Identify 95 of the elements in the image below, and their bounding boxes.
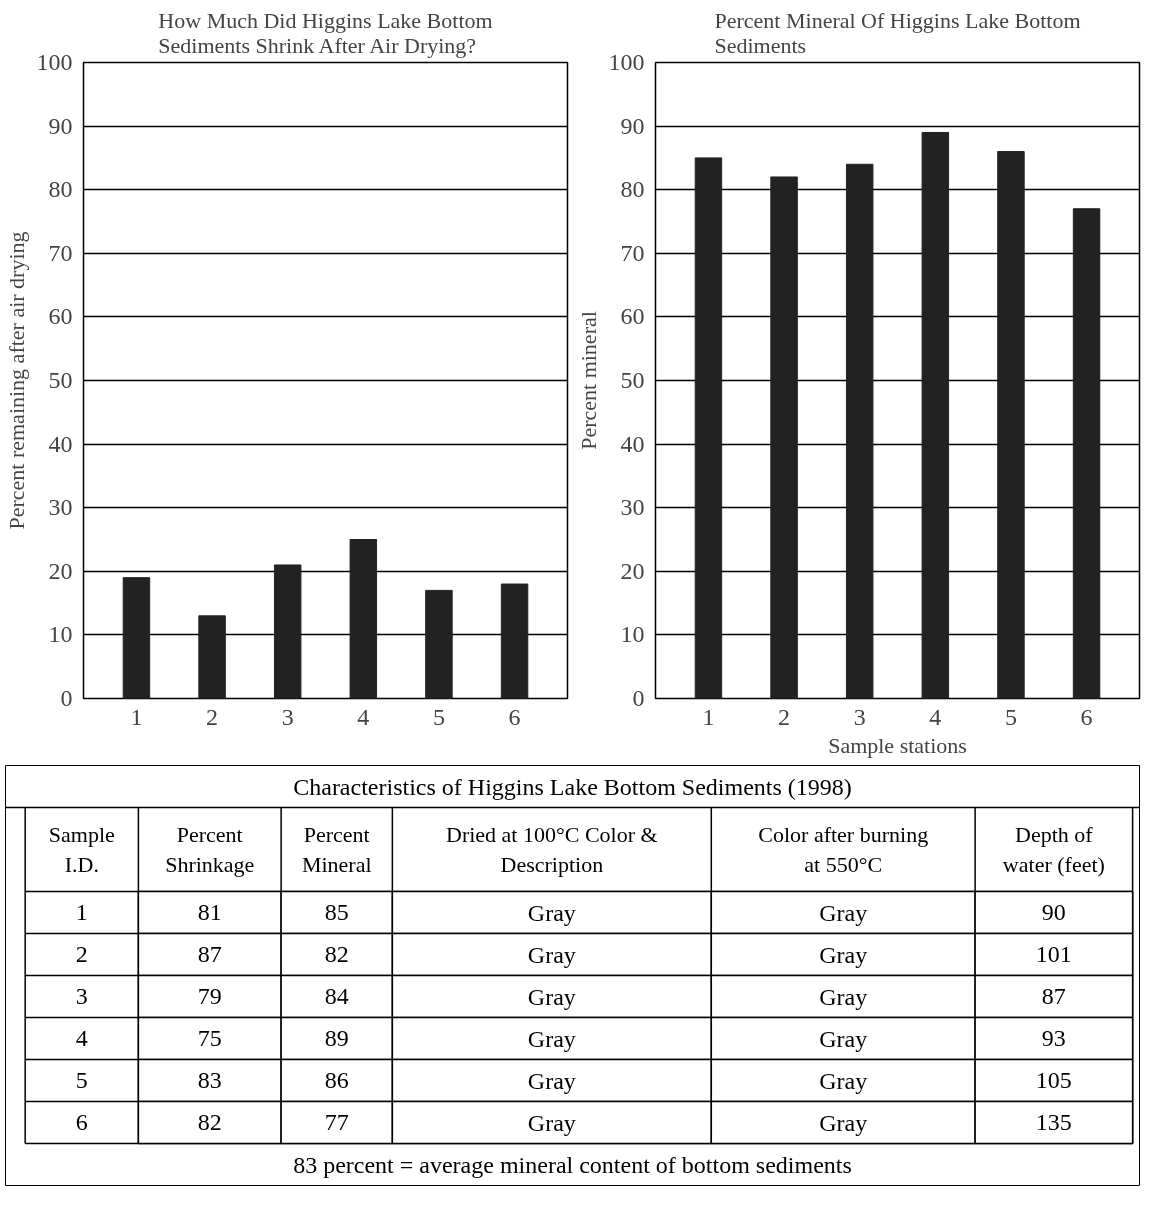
y-tick-label: 90 (620, 112, 645, 139)
y-tick-label: 80 (48, 176, 73, 203)
y-tick-label: 100 (36, 49, 73, 75)
y-tick-label: 5 (75, 1067, 88, 1093)
y-tick-label: 60 (620, 303, 645, 330)
bar (845, 163, 874, 699)
text: 135 (1035, 1109, 1072, 1135)
y-tick-label: 0 (632, 685, 645, 711)
text: Gray (819, 941, 868, 968)
x-tick-label: 4 (357, 703, 370, 730)
y-axis-title: Percent mineral (575, 311, 601, 450)
text: Gray (527, 1109, 576, 1136)
y-tick-label: 40 (620, 430, 645, 457)
bar (770, 176, 798, 699)
text: 83 (197, 1067, 222, 1093)
y-tick-label: 30 (620, 494, 645, 521)
x-tick-label: 6 (508, 703, 521, 730)
x-axis-title: Sample stations (828, 732, 967, 758)
text: Gray (819, 1025, 868, 1052)
text: 105 (1035, 1067, 1072, 1093)
bar (1072, 208, 1101, 699)
x-tick-label: 5 (1004, 703, 1017, 730)
bar (997, 151, 1025, 699)
text: Gray (527, 983, 576, 1010)
bar (500, 583, 529, 699)
y-tick-label: 10 (620, 621, 645, 648)
text: 87 (1041, 983, 1066, 1009)
text: 101 (1035, 941, 1072, 967)
bar (694, 157, 723, 699)
text: 86 (324, 1067, 349, 1093)
y-tick-label: 4 (75, 1025, 88, 1051)
text: Gray (819, 983, 868, 1010)
text: 87 (197, 941, 222, 967)
chart-title: How Much Did Higgins Lake Bottom Sediments Shrink After Air Drying? (158, 7, 493, 58)
text: 82 (197, 1109, 222, 1135)
y-tick-label: 2 (75, 941, 88, 967)
x-tick-label: Percent Shrinkage (165, 822, 255, 877)
y-axis-title: Percent remaining after air drying (3, 231, 29, 530)
x-tick-label: 6 (1080, 703, 1093, 730)
text: Gray (527, 941, 576, 968)
bar (349, 539, 378, 699)
x-tick-label: Dried at 100°C Color & Description (446, 822, 658, 877)
text: 77 (324, 1109, 349, 1135)
text: Gray (819, 899, 868, 926)
y-tick-label: 100 (608, 49, 645, 75)
x-tick-label: 1 (702, 703, 715, 730)
y-tick-label: 80 (620, 176, 645, 203)
y-tick-label: 0 (60, 685, 73, 711)
y-axis-title: Sample I.D. (48, 822, 115, 877)
text: Gray (819, 1109, 868, 1136)
chart-title: Characteristics of Higgins Lake Bottom Sediments (1998) (293, 773, 852, 800)
text: 93 (1041, 1025, 1066, 1051)
y-tick-label: 1 (75, 899, 88, 925)
text: Gray (527, 1025, 576, 1052)
y-tick-label: 90 (48, 112, 73, 139)
x-tick-label: 1 (130, 703, 143, 730)
text: 83 percent = average mineral content of bottom sediments (293, 1151, 852, 1178)
text: 82 (324, 941, 349, 967)
x-tick-label: 2 (778, 703, 791, 730)
text: 75 (197, 1025, 222, 1051)
bar (122, 577, 151, 699)
text: 89 (324, 1025, 349, 1051)
y-tick-label: 20 (620, 557, 645, 584)
x-tick-label: Depth of water (feet) (1002, 822, 1105, 877)
text: 81 (197, 899, 222, 925)
text: Gray (527, 1067, 576, 1094)
x-tick-label: Percent Mineral (301, 822, 372, 877)
chart-title: Percent Mineral Of Higgins Lake Bottom Sediments (714, 7, 1081, 58)
y-tick-label: 70 (620, 239, 645, 266)
x-tick-label: 2 (206, 703, 219, 730)
x-tick-label: 5 (432, 703, 445, 730)
x-tick-label: 3 (853, 703, 866, 730)
bar (198, 615, 226, 699)
y-tick-label: 30 (48, 494, 73, 521)
text: 85 (324, 899, 349, 925)
y-tick-label: 20 (48, 557, 73, 584)
y-tick-label: 50 (620, 367, 645, 393)
bar (273, 564, 302, 699)
y-tick-label: 6 (75, 1109, 88, 1135)
text: 90 (1041, 899, 1066, 925)
text: Gray (527, 899, 576, 926)
text: 79 (197, 983, 222, 1009)
x-tick-label: Color after burning at 550°C (758, 822, 929, 877)
bar (921, 131, 950, 699)
y-tick-label: 10 (48, 621, 73, 648)
bar (425, 589, 453, 699)
x-tick-label: 4 (929, 703, 942, 730)
y-tick-label: 50 (48, 367, 73, 393)
text: Gray (819, 1067, 868, 1094)
y-tick-label: 40 (48, 430, 73, 457)
y-tick-label: 60 (48, 303, 73, 330)
x-tick-label: 3 (281, 703, 294, 730)
y-tick-label: 3 (75, 983, 88, 1009)
y-tick-label: 70 (48, 239, 73, 266)
text: 84 (324, 983, 349, 1009)
